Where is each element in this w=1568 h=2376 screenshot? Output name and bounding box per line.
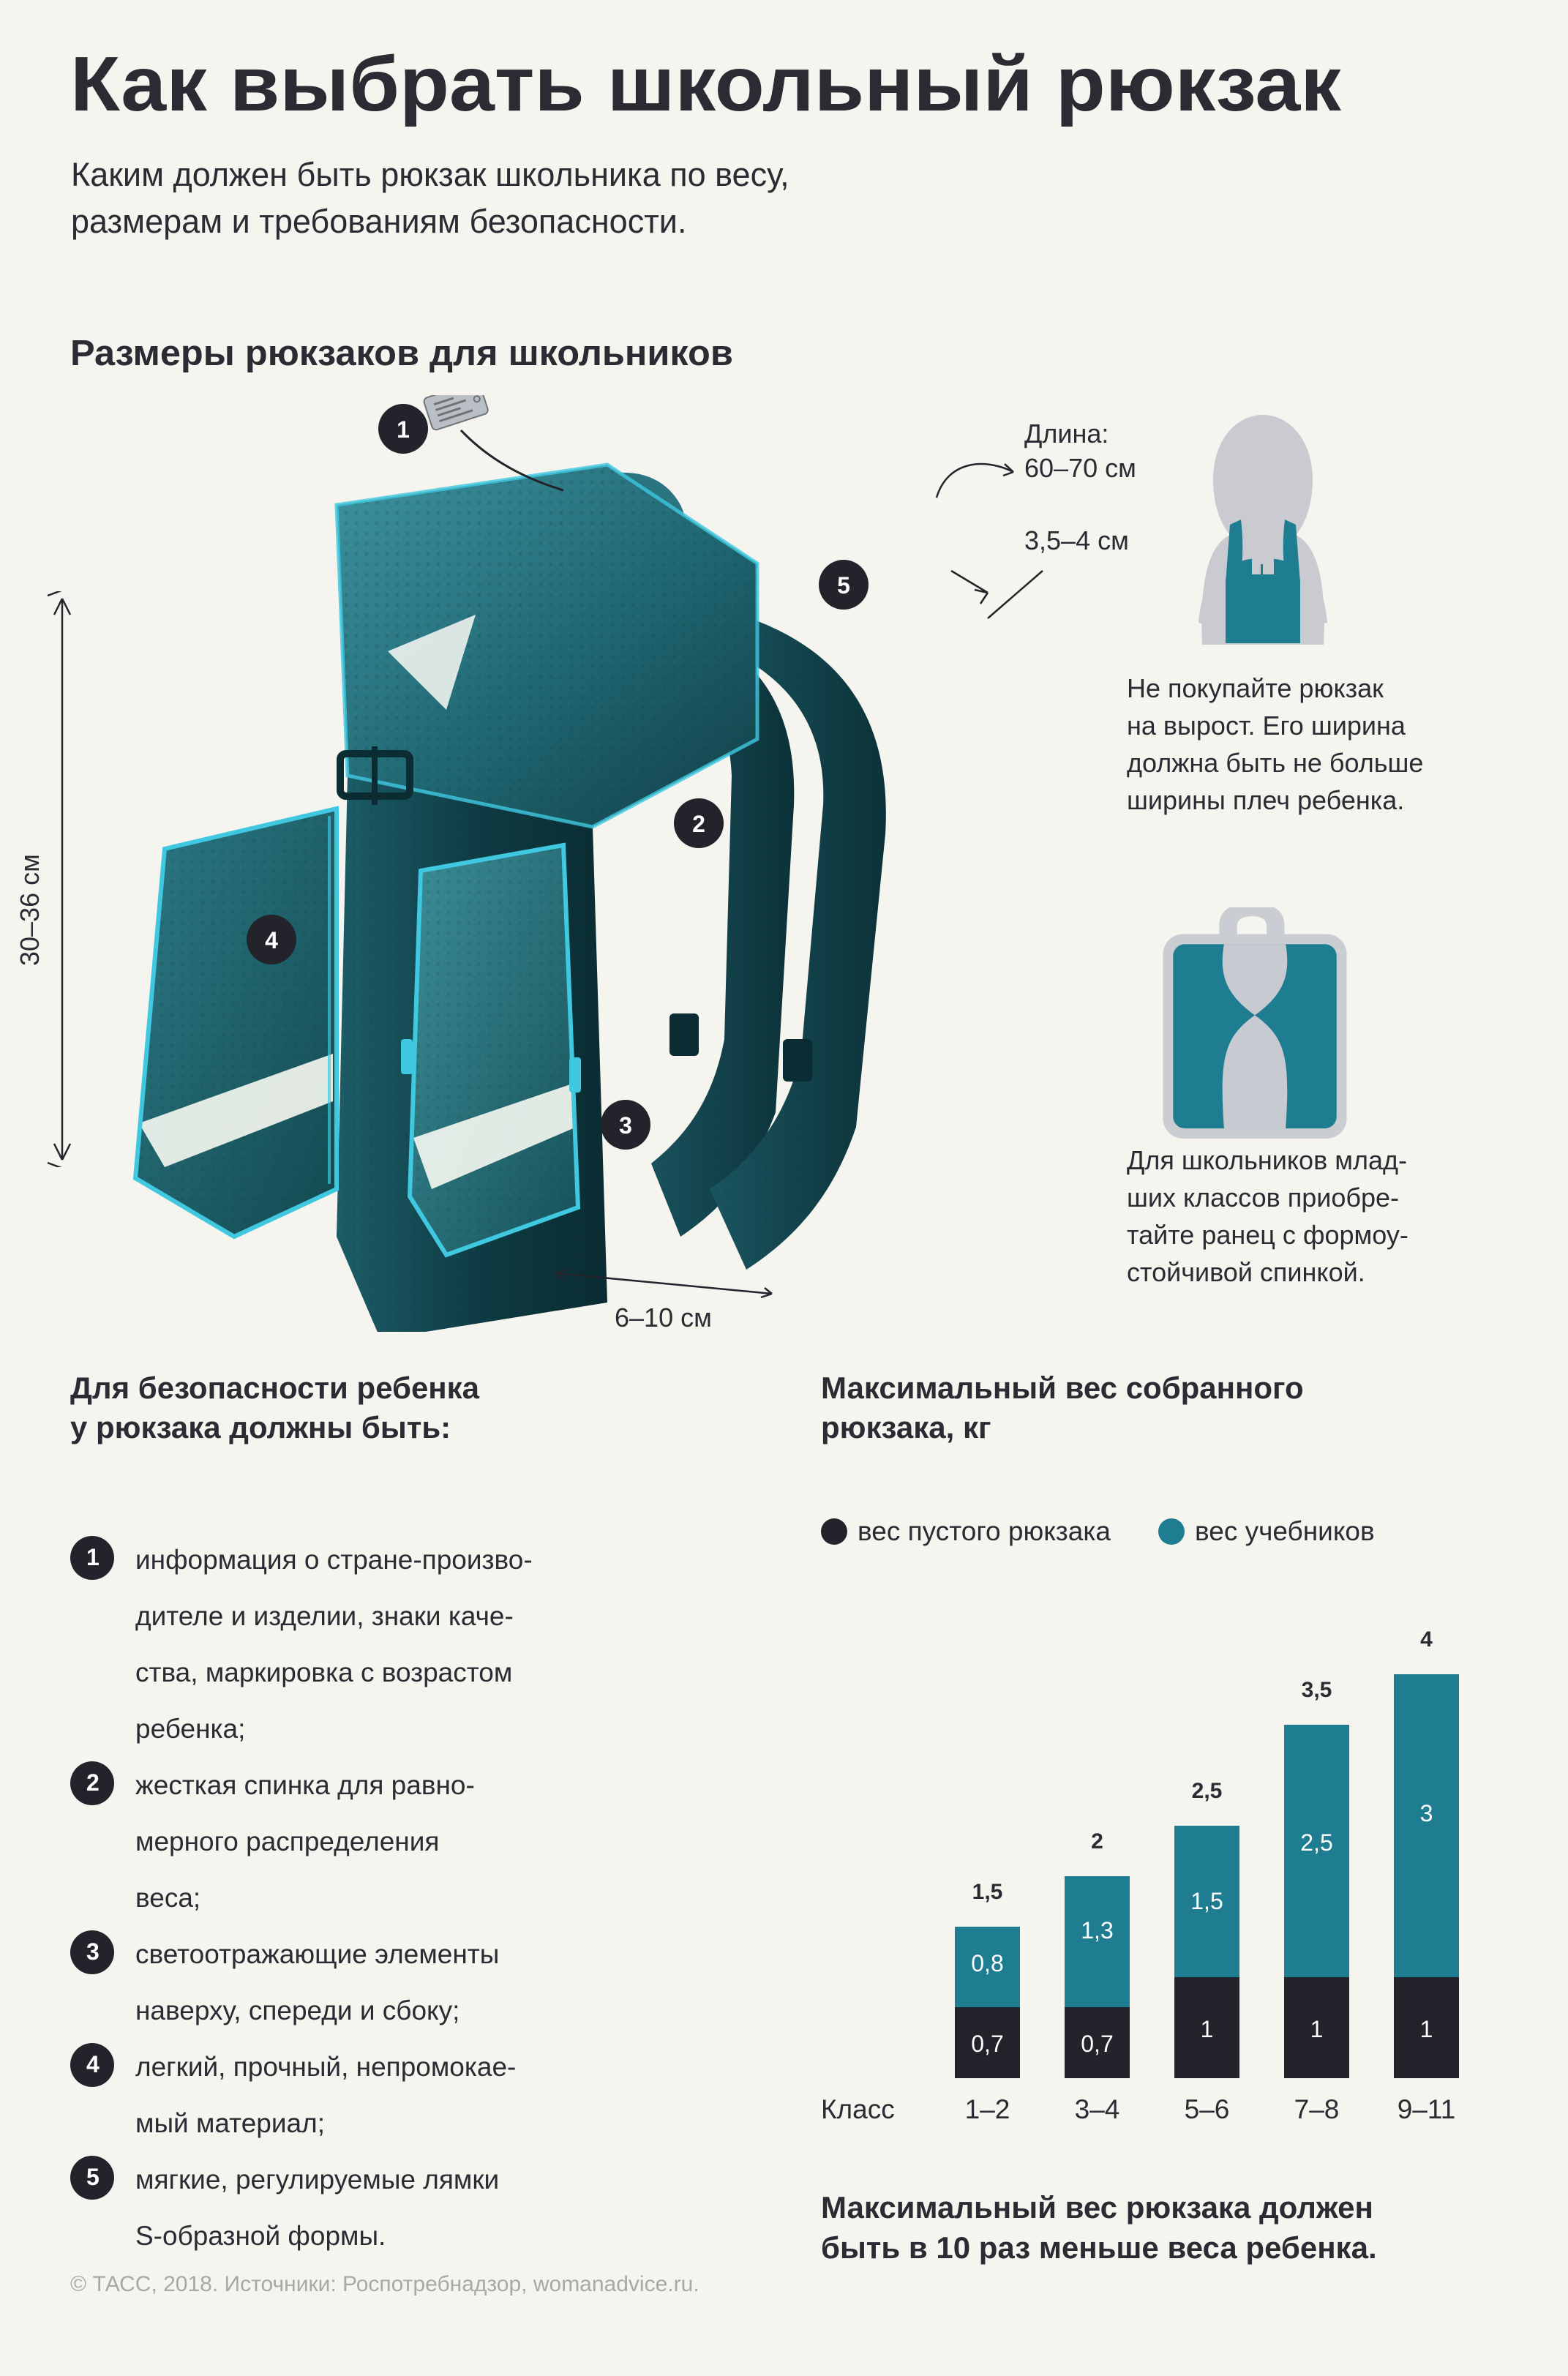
svg-text:2: 2 [692, 811, 705, 837]
svg-text:4: 4 [265, 927, 278, 953]
svg-text:1: 1 [397, 416, 410, 443]
svg-text:5: 5 [837, 572, 850, 599]
svg-text:3: 3 [619, 1112, 632, 1139]
